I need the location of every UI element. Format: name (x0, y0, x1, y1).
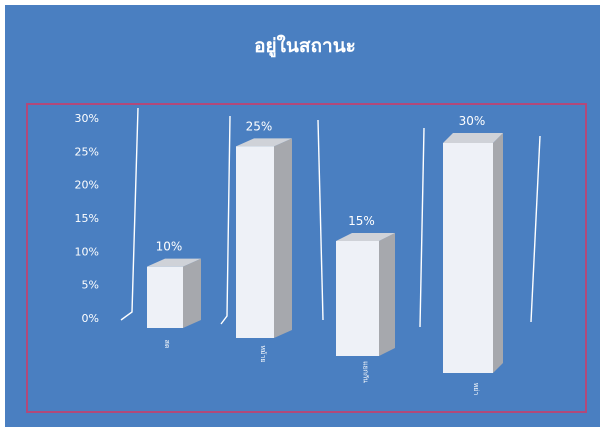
plot-area-selection-border (26, 103, 587, 413)
data-label: 25% (246, 119, 273, 133)
chart-title: อยู่ในสถานะ (254, 34, 356, 58)
gridline-wall (419, 127, 425, 328)
bar (443, 143, 493, 373)
y-tick-label: 30% (75, 112, 99, 125)
bar-top (443, 133, 503, 143)
y-tick-label: 5% (82, 279, 99, 292)
bar-side (379, 233, 395, 356)
category-label: หย่า (472, 383, 480, 396)
y-tick-label: 10% (75, 245, 99, 258)
gridline-wall (120, 107, 139, 321)
data-label: 30% (459, 114, 486, 128)
y-tick-label: 0% (82, 312, 99, 325)
gridline-walls (120, 107, 541, 328)
gridline-wall (317, 119, 324, 321)
bar (147, 266, 183, 328)
gridline-wall (220, 115, 231, 325)
bar-top (236, 138, 292, 147)
bar (336, 241, 379, 356)
y-tick-label: 15% (75, 212, 99, 225)
category-label: สด (163, 340, 171, 349)
y-tick-label: 20% (75, 179, 99, 192)
data-label: 10% (156, 240, 183, 254)
category-label: หม้าย (259, 345, 267, 362)
bar-top (147, 258, 201, 267)
bars (147, 133, 503, 373)
gridline-wall (530, 135, 541, 323)
category-label: แยกกัน (362, 361, 370, 383)
bar-side (183, 258, 201, 328)
bar-top (336, 233, 395, 241)
bar-side (274, 138, 292, 338)
y-tick-label: 25% (75, 145, 99, 158)
data-labels: 10% 25% 15% 30% (156, 114, 486, 254)
y-axis: 0% 5% 10% 15% 20% 25% 30% (75, 112, 99, 325)
bar (236, 146, 274, 338)
bar-side (493, 133, 503, 373)
data-label: 15% (348, 214, 375, 228)
